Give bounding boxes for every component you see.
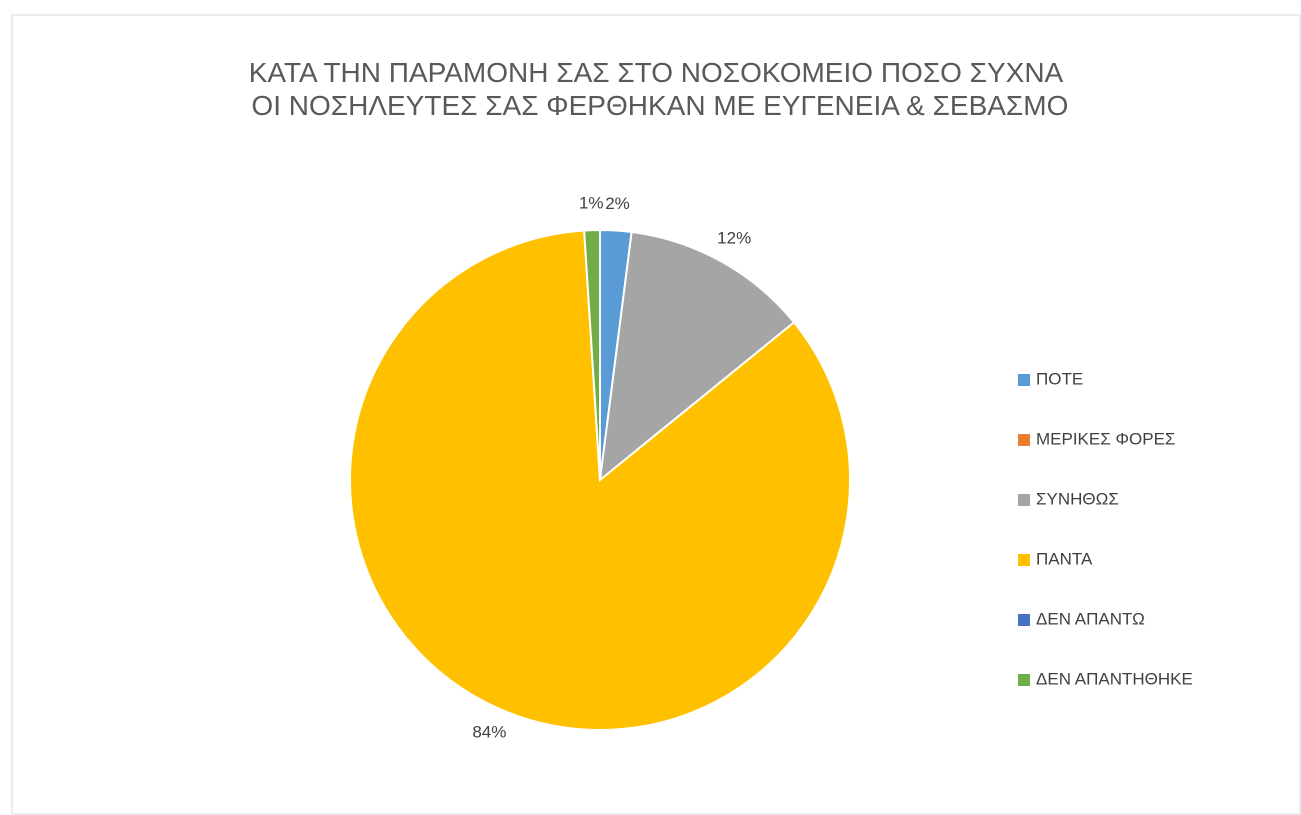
legend-swatch xyxy=(1018,434,1030,446)
pie-slice xyxy=(583,228,601,481)
legend-label: ΠΑΝΤΑ xyxy=(1036,549,1093,568)
pie-slice xyxy=(598,230,796,483)
legend-label: ΔΕΝ ΑΠΑΝΤΗΘΗΚΕ xyxy=(1036,669,1193,688)
legend-swatch xyxy=(1018,494,1030,506)
data-label: 1% xyxy=(579,194,604,213)
legend-label: ΠΟΤΕ xyxy=(1036,369,1083,388)
pie-slice xyxy=(349,229,851,731)
legend-label: ΔΕΝ ΑΠΑΝΤΩ xyxy=(1036,609,1145,628)
legend-swatch xyxy=(1018,374,1030,386)
legend-swatch xyxy=(1018,674,1030,686)
legend-swatch xyxy=(1018,614,1030,626)
legend-label: ΣΥΝΗΘΩΣ xyxy=(1036,489,1119,508)
data-label: 84% xyxy=(472,722,506,741)
data-label: 12% xyxy=(717,228,751,247)
legend-swatch xyxy=(1018,554,1030,566)
data-label: 2% xyxy=(605,194,630,213)
chart-title: ΚΑΤΑ ΤΗΝ ΠΑΡΑΜΟΝΗ ΣΑΣ ΣΤΟ ΝΟΣΟΚΟΜΕΙΟ ΠΟΣ… xyxy=(244,57,1069,121)
legend-label: ΜΕΡΙΚΕΣ ΦΟΡΕΣ xyxy=(1036,429,1175,448)
